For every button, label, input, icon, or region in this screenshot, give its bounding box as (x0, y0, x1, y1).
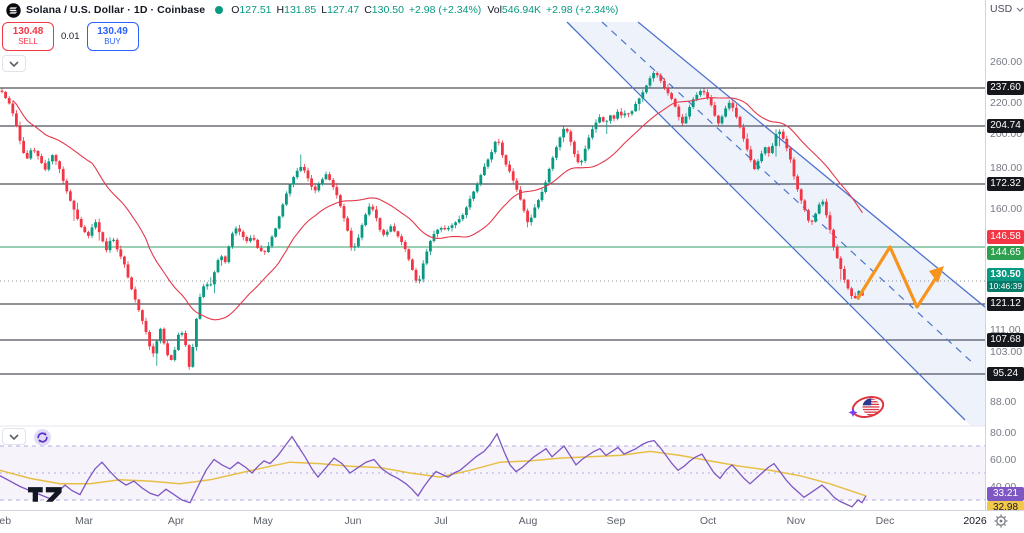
rsi-tick: 60.00 (990, 453, 1017, 466)
price-tick: 88.00 (990, 396, 1017, 408)
rsi-pane[interactable] (0, 432, 985, 508)
market-status-icon (215, 6, 224, 14)
gear-icon (994, 514, 1008, 528)
buy-button[interactable]: 130.49 BUY (86, 22, 139, 51)
axis-settings-button[interactable] (994, 514, 1008, 533)
chevron-down-icon (9, 433, 19, 440)
ohlc-pair: L127.47 (321, 4, 360, 16)
price-level-label: 107.68 (987, 333, 1024, 347)
rsi-ma-line (0, 450, 867, 497)
rsi-tick: 80.00 (990, 426, 1017, 439)
time-axis-month: Apr (167, 515, 185, 527)
buy-price: 130.49 (97, 26, 128, 38)
main-pane[interactable] (0, 21, 985, 440)
currency-selector[interactable]: USD (990, 3, 1024, 15)
time-axis-month: Jun (344, 515, 362, 527)
circular-arrows-icon (37, 432, 48, 443)
parallel-channel-drawing[interactable] (566, 21, 985, 440)
time-axis-month: May (253, 515, 273, 527)
zigzag-arrow-drawing[interactable] (856, 245, 944, 309)
rsi-line (0, 432, 867, 508)
tradingview-logo[interactable] (28, 487, 62, 502)
trade-panel: 130.48 SELL 0.01 130.49 BUY (2, 22, 139, 51)
price-tick: 160.00 (990, 203, 1023, 215)
price-level-label: 237.60 (987, 81, 1024, 95)
time-axis-month: Sep (606, 515, 626, 527)
price-change: +2.98 (+2.34%) (408, 4, 482, 16)
sell-button[interactable]: 130.48 SELL (2, 22, 54, 51)
price-tick: 260.00 (990, 56, 1023, 68)
bar-countdown: 10:46:39 (987, 281, 1024, 292)
time-axis[interactable]: Feb Mar Apr May Jun Jul Aug Sep Oct Nov Dec 2026 (0, 510, 1024, 533)
ohlc-values: O127.51 H131.85 L127.47 C130.50 +2.98 (+2.3… (231, 4, 624, 16)
legend-collapse-button[interactable] (2, 55, 26, 72)
time-axis-month: Feb (0, 515, 12, 527)
ohlc-pair: H131.85 (276, 4, 317, 16)
price-level-label: 146.58 (987, 230, 1024, 244)
spread-value: 0.01 (61, 31, 80, 42)
chevron-down-icon (1016, 7, 1024, 12)
price-level-label: 121.12 (987, 297, 1024, 311)
flag-sticker-drawing[interactable] (848, 394, 886, 420)
ma-line (12, 97, 863, 321)
ohlc-pair: O127.51 (231, 4, 272, 16)
current-price-label: 130.50 10:46:39 (987, 268, 1024, 292)
time-axis-month: Nov (786, 515, 806, 527)
ohlc-pair: C130.50 (364, 4, 404, 16)
price-tick: 103.00 (990, 346, 1023, 358)
chart-canvas[interactable] (0, 0, 1024, 510)
price-axis[interactable]: USD 260.00 220.00 200.00 180.00 160.00 111.00… (985, 0, 1024, 515)
rsi-indicator-icon[interactable] (34, 429, 51, 446)
chevron-down-icon (9, 60, 19, 67)
candlestick-series (0, 71, 864, 370)
time-axis-month: Mar (74, 515, 94, 527)
price-level-label: 144.65 (987, 246, 1024, 260)
price-tick: 220.00 (990, 97, 1023, 109)
volume-value: 546.94K (501, 4, 542, 16)
price-tick: 180.00 (990, 162, 1023, 174)
price-change-secondary: +2.98 (+2.34%) (546, 4, 619, 16)
time-axis-month: Dec (875, 515, 895, 527)
indicator-collapse-button[interactable] (2, 428, 26, 445)
currency-label: USD (990, 3, 1013, 15)
solana-logo-icon (6, 2, 21, 18)
price-level-label: 204.74 (987, 119, 1024, 133)
symbol-title[interactable]: Solana / U.S. Dollar · 1D · Coinbase (26, 4, 206, 16)
time-axis-month: Jul (434, 515, 448, 527)
price-level-label: 172.32 (987, 177, 1024, 191)
symbol-legend-bar: Solana / U.S. Dollar · 1D · Coinbase O12… (0, 0, 985, 20)
time-axis-month: 2026 (963, 515, 987, 527)
time-axis-month: Oct (699, 515, 717, 527)
time-axis-month: Aug (518, 515, 538, 527)
rsi-value-label: 33.21 (987, 486, 1024, 501)
sell-price: 130.48 (12, 26, 44, 38)
price-level-label: 95.24 (987, 367, 1024, 381)
volume-key: Vol (487, 4, 502, 16)
